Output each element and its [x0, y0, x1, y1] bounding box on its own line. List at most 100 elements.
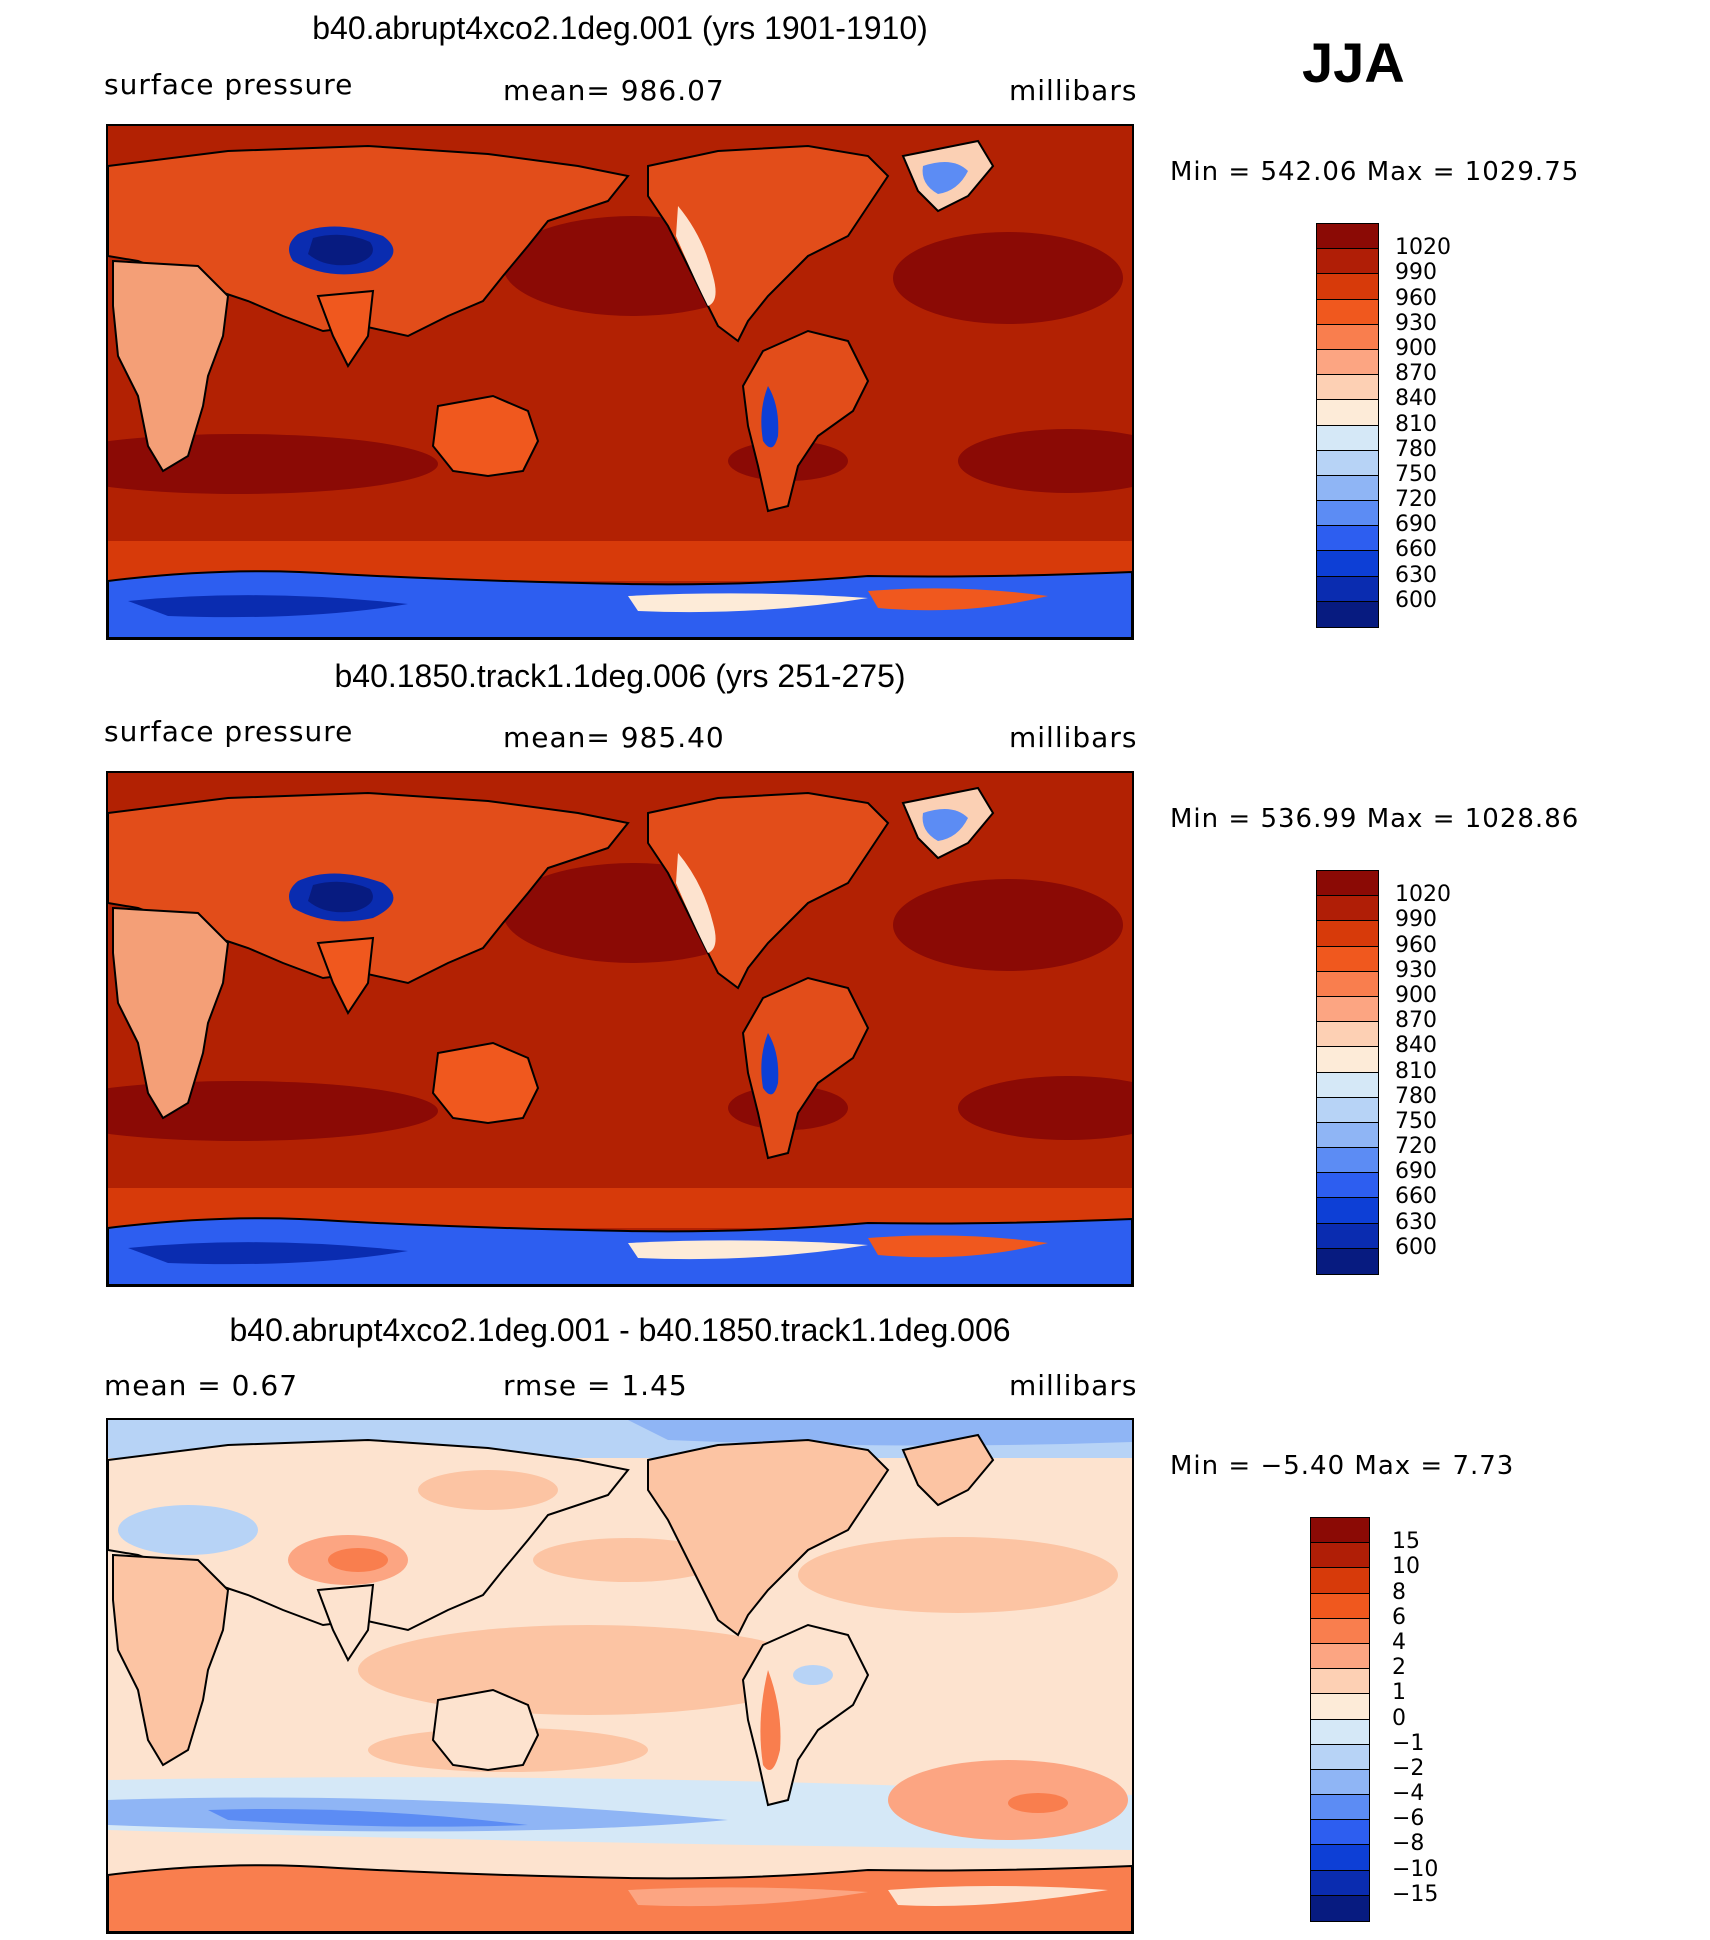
africa-landmass	[112, 259, 230, 473]
colorbar-segment	[1317, 526, 1378, 552]
panel3-title: b40.abrupt4xco2.1deg.001 - b40.1850.trac…	[229, 1312, 1011, 1348]
colorbar-segment	[1311, 1518, 1369, 1544]
colorbar-tick-label: 990	[1395, 260, 1437, 286]
colorbar-segment	[1317, 224, 1378, 250]
panel1-variable-label: surface pressure	[104, 68, 354, 101]
colorbar-segment	[1317, 601, 1378, 627]
panel1-title: b40.abrupt4xco2.1deg.001 (yrs 1901-1910)	[312, 10, 928, 46]
panel2-colorbar-labels: 1020 990 960 930 900 870 840 810 780 750 720 690 660…	[1395, 870, 1495, 1275]
panel3-rmse-label: rmse = 1.45	[503, 1369, 688, 1402]
colorbar-tick-label: 780	[1395, 436, 1437, 462]
colorbar-segment	[1317, 1072, 1378, 1098]
colorbar-segment	[1311, 1845, 1369, 1871]
greenland-landmass	[901, 1433, 995, 1507]
colorbar-segment	[1311, 1669, 1369, 1695]
colorbar-tick-label: 1020	[1395, 235, 1451, 261]
panel3-mean-label: mean = 0.67	[104, 1369, 299, 1402]
colorbar-segment	[1311, 1769, 1369, 1796]
panel2-minmax: Min = 536.99 Max = 1028.86	[1170, 804, 1580, 834]
australia-landmass	[431, 1041, 540, 1125]
colorbar-segment	[1317, 1198, 1378, 1224]
colorbar-tick-label: 840	[1395, 1033, 1437, 1059]
colorbar-tick-label: 870	[1395, 1008, 1437, 1034]
panel3-units-label: millibars	[1009, 1369, 1138, 1402]
colorbar-segment	[1317, 921, 1378, 947]
north-america-landmass	[647, 1438, 890, 1637]
india-landmass	[316, 289, 375, 368]
colorbar-segment	[1311, 1744, 1369, 1770]
colorbar-tick-label: 660	[1395, 537, 1437, 563]
colorbar-tick-label: 810	[1395, 1058, 1437, 1084]
colorbar-tick-label: 1	[1392, 1680, 1406, 1706]
colorbar-tick-label: 2	[1392, 1655, 1406, 1681]
africa-landmass	[112, 906, 230, 1120]
colorbar-segment	[1311, 1870, 1369, 1896]
antarctica-landmass	[108, 570, 1132, 638]
colorbar-segment	[1311, 1618, 1369, 1644]
panel2-variable-label: surface pressure	[104, 715, 354, 748]
colorbar-segment	[1317, 324, 1378, 350]
colorbar-segment	[1311, 1543, 1369, 1569]
panel3-minmax: Min = −5.40 Max = 7.73	[1170, 1451, 1515, 1481]
africa-landmass	[112, 1553, 230, 1767]
colorbar-segment	[1317, 450, 1378, 476]
colorbar-segment	[1311, 1795, 1369, 1821]
colorbar-segment	[1317, 1223, 1378, 1249]
australia-landmass	[431, 1688, 540, 1772]
colorbar-segment	[1311, 1694, 1369, 1720]
colorbar-segment	[1311, 1895, 1369, 1921]
colorbar-tick-label: 1020	[1395, 882, 1451, 908]
colorbar-segment	[1317, 249, 1378, 275]
colorbar-tick-label: 660	[1395, 1184, 1437, 1210]
colorbar-tick-label: 960	[1395, 932, 1437, 958]
colorbar-tick-label: 750	[1395, 461, 1437, 487]
south-america-landmass	[741, 976, 870, 1160]
panel2-title: b40.1850.track1.1deg.006 (yrs 251-275)	[334, 658, 906, 694]
colorbar-tick-label: 750	[1395, 1108, 1437, 1134]
colorbar-segment	[1317, 501, 1378, 527]
colorbar-tick-label: 15	[1392, 1529, 1420, 1555]
colorbar-segment	[1317, 1248, 1378, 1274]
colorbar-tick-label: 630	[1395, 562, 1437, 588]
colorbar-segment	[1317, 299, 1378, 325]
colorbar-segment	[1317, 971, 1378, 997]
colorbar-tick-label: 900	[1395, 982, 1437, 1008]
panel1-mean-label: mean= 986.07	[503, 74, 725, 107]
colorbar-tick-label: 930	[1395, 310, 1437, 336]
colorbar-tick-label: 720	[1395, 1134, 1437, 1160]
colorbar-segment	[1311, 1820, 1369, 1846]
colorbar-tick-label: −6	[1392, 1806, 1425, 1832]
colorbar-tick-label: 630	[1395, 1209, 1437, 1235]
colorbar-tick-label: 900	[1395, 335, 1437, 361]
colorbar-segment	[1311, 1568, 1369, 1594]
colorbar-segment	[1317, 1097, 1378, 1123]
colorbar-segment	[1317, 425, 1378, 451]
colorbar-segment	[1311, 1593, 1369, 1619]
colorbar-tick-label: −1	[1392, 1730, 1425, 1756]
panel1-colorbar	[1316, 223, 1379, 628]
antarctica-landmass	[108, 1864, 1132, 1932]
andes-low	[761, 1033, 779, 1095]
colorbar-tick-label: 810	[1395, 411, 1437, 437]
colorbar-tick-label: 780	[1395, 1083, 1437, 1109]
colorbar-tick-label: −8	[1392, 1831, 1425, 1857]
south-america-landmass	[741, 329, 870, 513]
colorbar-tick-label: 870	[1395, 361, 1437, 387]
rockies-low	[676, 206, 716, 306]
colorbar-tick-label: 600	[1395, 587, 1437, 613]
colorbar-tick-label: 690	[1395, 1159, 1437, 1185]
colorbar-segment	[1317, 1047, 1378, 1073]
panel3-map	[106, 1418, 1134, 1934]
colorbar-tick-label: 8	[1392, 1579, 1406, 1605]
australia-landmass	[431, 394, 540, 478]
colorbar-tick-label: 6	[1392, 1604, 1406, 1630]
colorbar-segment	[1317, 475, 1378, 502]
andes-low	[761, 386, 779, 448]
colorbar-segment	[1317, 576, 1378, 602]
colorbar-segment	[1317, 400, 1378, 426]
season-label: JJA	[1302, 31, 1405, 94]
panel1-colorbar-labels: 1020 990 960 930 900 870 840 810 780 750 720 690 660…	[1395, 223, 1495, 628]
colorbar-tick-label: 840	[1395, 386, 1437, 412]
colorbar-tick-label: 990	[1395, 907, 1437, 933]
panel2-colorbar	[1316, 870, 1379, 1275]
